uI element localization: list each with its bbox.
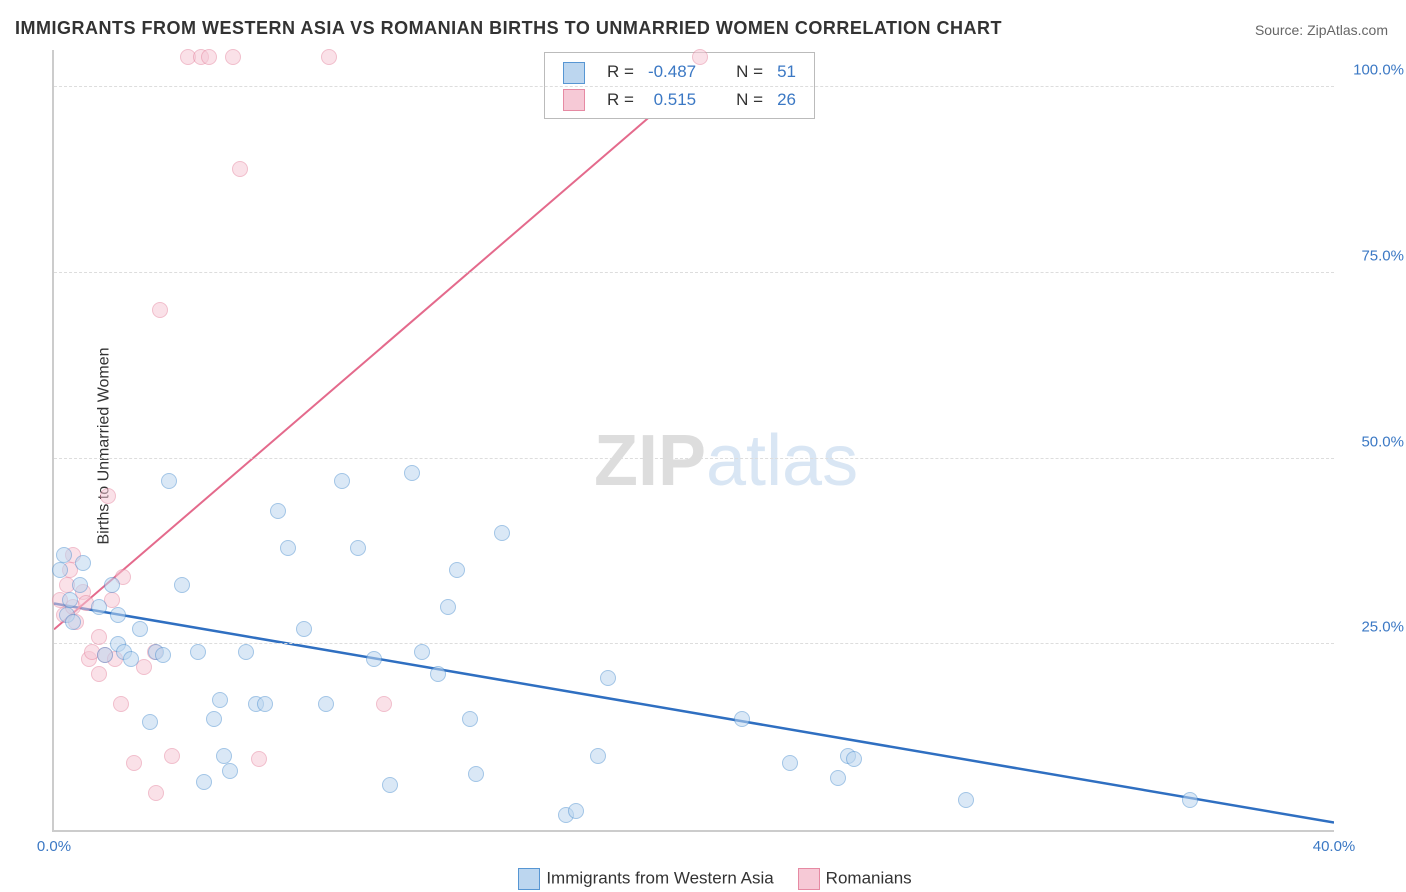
scatter-point-b [225, 49, 241, 65]
scatter-point-a [350, 540, 366, 556]
scatter-point-a [216, 748, 232, 764]
scatter-point-a [468, 766, 484, 782]
scatter-point-b [376, 696, 392, 712]
scatter-point-a [296, 621, 312, 637]
gridline-h [54, 272, 1334, 273]
correlation-row: R =-0.487 N =51 [557, 59, 802, 85]
scatter-point-b [692, 49, 708, 65]
scatter-point-a [161, 473, 177, 489]
scatter-point-a [52, 562, 68, 578]
scatter-point-b [152, 302, 168, 318]
scatter-point-a [462, 711, 478, 727]
scatter-point-a [222, 763, 238, 779]
legend-swatch [518, 868, 540, 890]
correlation-r-label: R = [601, 87, 640, 113]
x-tick-label: 0.0% [37, 838, 71, 855]
legend-swatch [798, 868, 820, 890]
scatter-point-a [494, 525, 510, 541]
trendline-a [54, 603, 1334, 822]
scatter-point-a [75, 555, 91, 571]
scatter-point-b [201, 49, 217, 65]
scatter-point-b [321, 49, 337, 65]
scatter-point-a [382, 777, 398, 793]
scatter-point-a [568, 803, 584, 819]
scatter-point-a [414, 644, 430, 660]
scatter-point-b [232, 161, 248, 177]
scatter-point-a [142, 714, 158, 730]
watermark-part1: ZIP [594, 421, 706, 501]
scatter-point-b [148, 785, 164, 801]
scatter-point-a [846, 751, 862, 767]
x-tick-label: 40.0% [1313, 838, 1356, 855]
scatter-point-a [440, 599, 456, 615]
plot-area: ZIPatlas R =-0.487N =51R =0.515N =26 25.… [52, 50, 1334, 832]
trendline-b [54, 65, 710, 630]
scatter-point-a [600, 670, 616, 686]
scatter-point-a [91, 599, 107, 615]
scatter-point-a [110, 607, 126, 623]
scatter-point-a [238, 644, 254, 660]
scatter-point-a [1182, 792, 1198, 808]
scatter-point-a [270, 503, 286, 519]
y-tick-label: 100.0% [1344, 62, 1404, 79]
source-attribution: Source: ZipAtlas.com [1255, 22, 1388, 38]
series-legend: Immigrants from Western Asia Romanians [0, 868, 1406, 890]
scatter-point-a [449, 562, 465, 578]
legend-swatch [563, 89, 585, 111]
legend-swatch [563, 62, 585, 84]
scatter-point-a [196, 774, 212, 790]
correlation-row: R =0.515 N =26 [557, 87, 802, 113]
scatter-point-b [91, 629, 107, 645]
scatter-point-a [190, 644, 206, 660]
scatter-point-a [830, 770, 846, 786]
scatter-point-a [206, 711, 222, 727]
correlation-n-label: N = [730, 59, 769, 85]
correlation-n-value: 26 [771, 87, 802, 113]
scatter-point-a [72, 577, 88, 593]
scatter-point-a [782, 755, 798, 771]
scatter-point-a [123, 651, 139, 667]
scatter-point-a [734, 711, 750, 727]
watermark: ZIPatlas [594, 420, 858, 502]
scatter-point-b [100, 488, 116, 504]
correlation-r-value: 0.515 [642, 87, 702, 113]
correlation-r-value: -0.487 [642, 59, 702, 85]
correlation-n-value: 51 [771, 59, 802, 85]
y-tick-label: 75.0% [1344, 247, 1404, 264]
scatter-point-a [366, 651, 382, 667]
legend-label: Immigrants from Western Asia [546, 868, 773, 887]
y-tick-label: 25.0% [1344, 619, 1404, 636]
scatter-point-a [404, 465, 420, 481]
scatter-point-a [257, 696, 273, 712]
scatter-point-a [104, 577, 120, 593]
scatter-point-b [113, 696, 129, 712]
chart-title: IMMIGRANTS FROM WESTERN ASIA VS ROMANIAN… [15, 18, 1002, 39]
scatter-point-a [212, 692, 228, 708]
scatter-point-b [251, 751, 267, 767]
scatter-point-a [56, 547, 72, 563]
scatter-point-a [155, 647, 171, 663]
scatter-point-a [174, 577, 190, 593]
scatter-point-b [91, 666, 107, 682]
legend-label: Romanians [826, 868, 912, 887]
gridline-h [54, 86, 1334, 87]
scatter-point-a [65, 614, 81, 630]
scatter-point-b [164, 748, 180, 764]
scatter-point-a [97, 647, 113, 663]
scatter-point-a [334, 473, 350, 489]
y-tick-label: 50.0% [1344, 433, 1404, 450]
watermark-part2: atlas [706, 421, 858, 501]
scatter-point-a [430, 666, 446, 682]
scatter-point-a [62, 592, 78, 608]
correlation-r-label: R = [601, 59, 640, 85]
scatter-point-a [318, 696, 334, 712]
gridline-h [54, 458, 1334, 459]
scatter-point-b [126, 755, 142, 771]
scatter-point-a [280, 540, 296, 556]
scatter-point-a [590, 748, 606, 764]
correlation-n-label: N = [730, 87, 769, 113]
scatter-point-a [958, 792, 974, 808]
scatter-point-a [132, 621, 148, 637]
